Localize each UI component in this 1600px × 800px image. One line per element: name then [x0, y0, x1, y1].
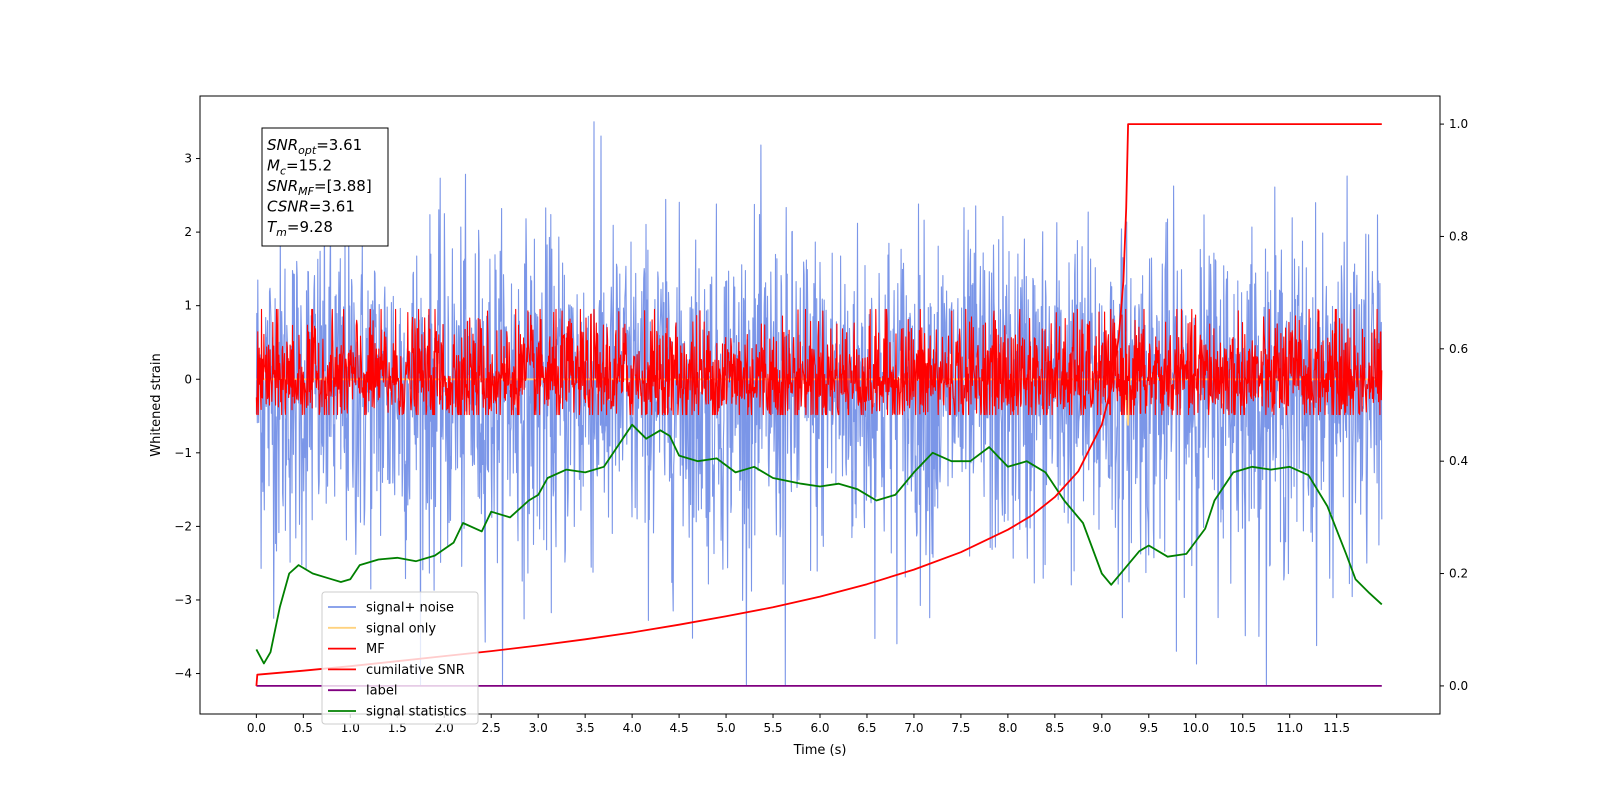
y-right-tick-label: 0.0: [1449, 679, 1468, 693]
x-axis-label: Time (s): [793, 743, 847, 758]
info-line: CSNR=3.61: [267, 198, 355, 216]
info-box-frame: [261, 127, 389, 247]
y-axis-label: Whitened strain: [149, 353, 164, 456]
x-tick-label: 2.5: [482, 721, 501, 735]
y-tick-label: −2: [174, 519, 192, 533]
x-tick-label: 8.0: [998, 721, 1017, 735]
y-tick-label: 3: [184, 152, 192, 166]
x-tick-label: 3.5: [576, 721, 595, 735]
y-tick-label: 0: [184, 372, 192, 386]
x-tick-label: 6.5: [857, 721, 876, 735]
series-signal-statistics: [255, 423, 1383, 665]
series-signal-noise: [255, 121, 1383, 686]
y-axis-left-ticks: −4 −3 −2 −1 0 1 2 3: [174, 152, 200, 681]
y-tick-label: −4: [174, 667, 192, 681]
x-tick-label: 3.0: [529, 721, 548, 735]
legend: signal+ noise signal only MF cumilative SNR…: [321, 591, 479, 725]
info-line: SNRMF=[3.88]: [267, 177, 372, 198]
x-tick-label: 6.0: [810, 721, 829, 735]
info-line: SNRopt=3.61: [267, 136, 362, 157]
legend-label: cumilative SNR: [366, 663, 465, 678]
info-line: Mc=15.2: [267, 157, 332, 178]
legend-label: label: [366, 684, 397, 699]
y-tick-label: 1: [184, 299, 192, 313]
y-right-tick-label: 0.8: [1449, 229, 1468, 243]
info-line: Tm=9.28: [267, 218, 333, 239]
legend-label: MF: [366, 642, 385, 657]
legend-frame: [321, 591, 479, 725]
x-tick-label: 9.5: [1139, 721, 1158, 735]
x-tick-label: 4.0: [623, 721, 642, 735]
x-tick-label: 8.5: [1045, 721, 1064, 735]
y-right-tick-label: 0.4: [1449, 454, 1468, 468]
legend-label: signal only: [366, 621, 436, 636]
legend-label: signal+ noise: [366, 601, 454, 616]
series-mf: [255, 308, 1383, 416]
x-tick-label: 11.0: [1276, 721, 1303, 735]
legend-label: signal statistics: [366, 705, 467, 720]
y-tick-label: 2: [184, 225, 192, 239]
x-tick-label: 10.5: [1229, 721, 1256, 735]
x-tick-label: 5.0: [717, 721, 736, 735]
x-tick-label: 0.0: [247, 721, 266, 735]
x-tick-label: 7.5: [951, 721, 970, 735]
x-tick-label: 4.5: [670, 721, 689, 735]
x-tick-label: 0.5: [294, 721, 313, 735]
x-tick-label: 11.5: [1323, 721, 1350, 735]
x-tick-label: 9.0: [1092, 721, 1111, 735]
x-tick-label: 10.0: [1182, 721, 1209, 735]
y-axis-right-ticks: 0.0 0.2 0.4 0.6 0.8 1.0: [1440, 117, 1468, 693]
y-right-tick-label: 0.2: [1449, 567, 1468, 581]
y-tick-label: −1: [174, 446, 192, 460]
y-right-tick-label: 1.0: [1449, 117, 1468, 131]
y-tick-label: −3: [174, 593, 192, 607]
x-tick-label: 7.0: [904, 721, 923, 735]
y-right-tick-label: 0.6: [1449, 342, 1468, 356]
x-tick-label: 5.5: [763, 721, 782, 735]
